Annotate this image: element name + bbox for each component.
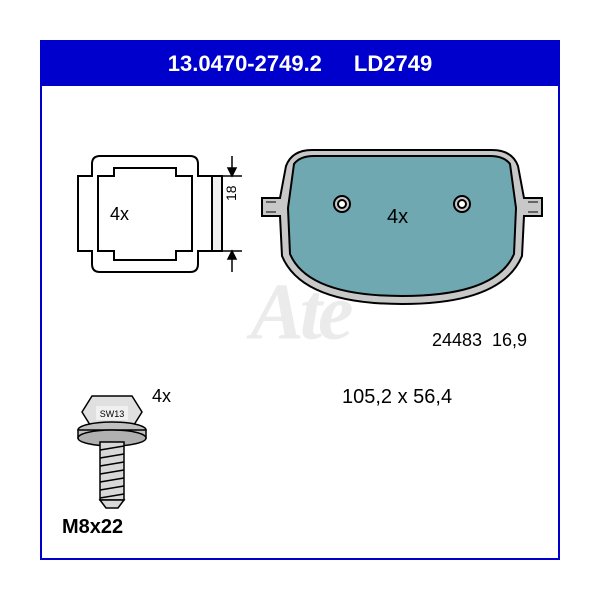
- pad-thickness: 16,9: [492, 330, 527, 351]
- bolt-spec: M8x22: [62, 516, 123, 539]
- pad-dimensions: 105,2 x 56,4: [342, 386, 452, 409]
- pad-ref-number: 24483: [432, 330, 482, 351]
- diagram-frame: 13.0470-2749.2 LD2749 Ate 4x: [40, 40, 560, 560]
- bolt-quantity-label: 4x: [152, 386, 171, 407]
- brake-pad-drawing: [252, 136, 552, 326]
- clip-drawing: [62, 146, 232, 296]
- pad-quantity-label: 4x: [387, 206, 408, 229]
- diagram-area: Ate 4x 18: [42, 86, 558, 558]
- clip-dimension-value: 18: [223, 185, 239, 201]
- bolt-hex-label-svg: SW13: [100, 409, 125, 419]
- clip-dimension-arrows: [220, 146, 250, 296]
- part-code: LD2749: [354, 51, 432, 77]
- part-number: 13.0470-2749.2: [168, 51, 322, 77]
- bolt-drawing: SW13: [62, 376, 162, 516]
- clip-quantity-label: 4x: [110, 204, 129, 225]
- header-bar: 13.0470-2749.2 LD2749: [42, 42, 558, 86]
